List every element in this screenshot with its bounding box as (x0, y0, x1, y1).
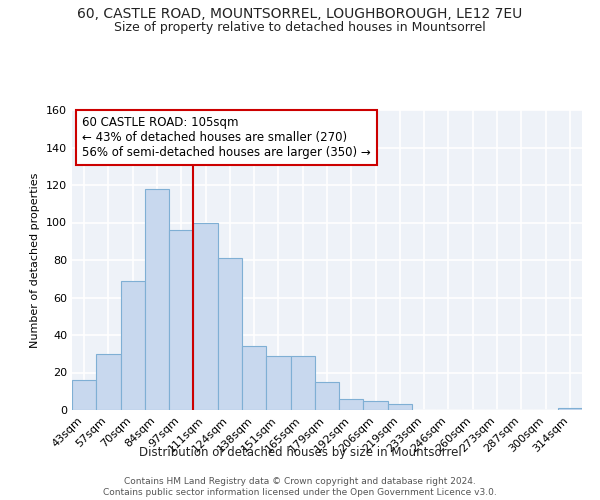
Bar (242, 346, 266, 410)
Bar (315, 382, 339, 410)
Bar (72, 380, 96, 410)
Text: 60 CASTLE ROAD: 105sqm
← 43% of detached houses are smaller (270)
56% of semi-de: 60 CASTLE ROAD: 105sqm ← 43% of detached… (82, 116, 371, 159)
Text: Size of property relative to detached houses in Mountsorrel: Size of property relative to detached ho… (114, 21, 486, 34)
Y-axis label: Number of detached properties: Number of detached properties (31, 172, 40, 348)
Bar (218, 258, 242, 410)
Text: Contains HM Land Registry data © Crown copyright and database right 2024.: Contains HM Land Registry data © Crown c… (124, 476, 476, 486)
Bar (145, 188, 169, 410)
Text: Distribution of detached houses by size in Mountsorrel: Distribution of detached houses by size … (139, 446, 461, 459)
Bar (169, 230, 193, 410)
Bar (558, 408, 582, 410)
Bar (266, 356, 290, 410)
Bar (388, 404, 412, 410)
Text: Contains public sector information licensed under the Open Government Licence v3: Contains public sector information licen… (103, 488, 497, 497)
Bar (193, 222, 218, 410)
Bar (290, 356, 315, 410)
Bar (364, 400, 388, 410)
Bar (96, 354, 121, 410)
Text: 60, CASTLE ROAD, MOUNTSORREL, LOUGHBOROUGH, LE12 7EU: 60, CASTLE ROAD, MOUNTSORREL, LOUGHBOROU… (77, 8, 523, 22)
Bar (339, 399, 364, 410)
Bar (121, 280, 145, 410)
